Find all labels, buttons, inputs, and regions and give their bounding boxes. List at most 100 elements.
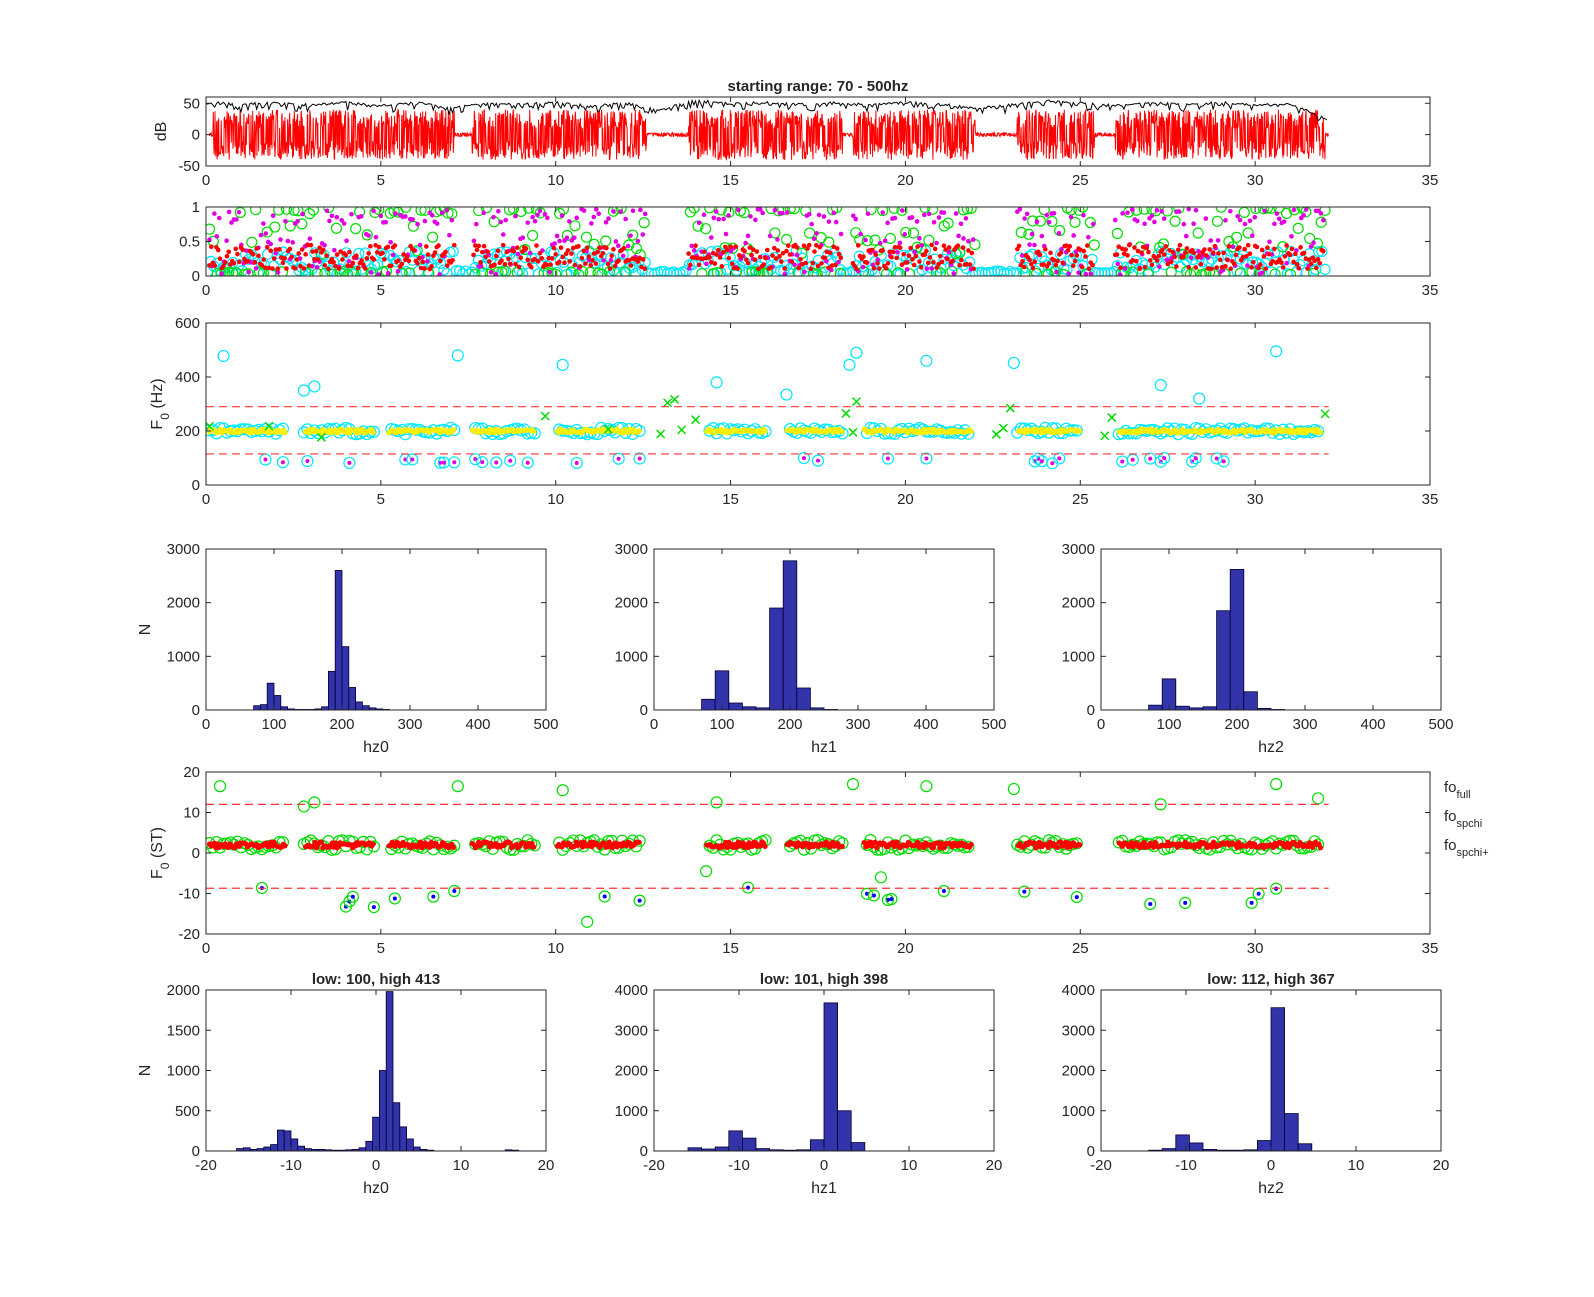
voicing-red-mark [817,244,823,250]
voicing-green-mark [1046,215,1058,228]
voicing-green-mark [1304,232,1316,245]
y-label-base: F [149,869,166,879]
voicing-cyan-mark [589,257,601,269]
voicing-red-mark [696,262,702,268]
voicing-green-mark [957,207,970,216]
voicing-red-mark [1029,261,1034,267]
f0-low-candidate-mark [1186,455,1199,468]
voicing-magenta-mark [559,213,565,218]
voicing-magenta-mark [224,238,229,243]
f0-low-dot-mark [637,898,642,903]
voicing-red-mark [1027,257,1032,263]
voicing-magenta-mark [767,233,773,239]
voicing-magenta-mark [542,211,548,217]
voicing-red-mark [609,253,614,259]
voicing-red-mark [819,261,824,266]
voicing-magenta-mark [434,221,440,226]
voicing-red-mark [560,254,566,260]
histogram-bar [378,1070,387,1151]
voicing-green-mark [365,267,377,276]
voicing-magenta-mark [444,207,450,213]
voicing-magenta-mark [880,210,885,215]
voicing-magenta-mark [295,218,300,224]
f0-track-mark [839,843,845,849]
f0-low-dot-mark [350,894,355,899]
x-tick-label: 25 [1072,172,1089,189]
voicing-magenta-mark [1237,217,1243,223]
voicing-red-mark [745,260,751,266]
voicing-red-mark [1231,261,1237,267]
voicing-red-mark [277,247,282,252]
voicing-red-mark [1163,244,1169,249]
voicing-red-mark [731,265,737,271]
voicing-red-mark [890,249,896,255]
voicing-green-mark [527,229,539,242]
voicing-cyan-mark [400,266,412,276]
x-tick-label: 30 [1247,491,1264,508]
voicing-magenta-mark [371,208,376,214]
voicing-red-mark [445,263,450,268]
voicing-magenta-mark [748,214,753,219]
f0-low-candidate-mark [633,452,646,465]
x-tick-label: 200 [329,716,354,733]
voicing-red-mark [1086,266,1092,272]
voicing-red-mark [710,250,716,256]
voicing-red-mark [910,257,915,262]
voicing-red-mark [749,252,754,258]
f0-x-mark [264,421,274,431]
voicing-red-mark [1287,252,1293,258]
voicing-magenta-mark [1284,260,1289,266]
voicing-red-mark [499,258,504,263]
voicing-magenta-mark [520,235,526,241]
voicing-red-mark [343,252,349,258]
voicing-magenta-mark [339,217,344,223]
voicing-green-mark [1111,227,1123,240]
voicing-magenta-mark [1276,216,1282,222]
voicing-green-mark [1069,216,1081,228]
voicing-green-mark [884,232,896,245]
voicing-red-mark [312,256,317,262]
voicing-magenta-mark [1252,214,1258,220]
voicing-red-mark [929,242,934,248]
voicing-red-mark [1144,245,1150,251]
voicing-red-mark [376,244,382,250]
voicing-magenta-mark [934,240,939,246]
voicing-magenta-mark [863,237,868,243]
voicing-magenta-mark [1068,214,1074,220]
voicing-magenta-mark [618,209,624,214]
x-tick-label: 15 [722,282,739,299]
voicing-red-mark [418,265,424,271]
voicing-magenta-mark [1088,271,1094,276]
voicing-green-mark [592,267,604,276]
voicing-red-mark [693,243,698,248]
voicing-red-mark [735,266,740,271]
voicing-red-mark [289,254,294,260]
voicing-green-mark [638,217,650,229]
voicing-red-mark [310,249,315,254]
voicing-red-mark [231,260,237,266]
voicing-green-mark [711,267,723,276]
voicing-green-mark [292,207,304,217]
voicing-red-mark [626,258,632,263]
voicing-red-mark [1303,256,1309,262]
voicing-red-mark [864,260,870,266]
voicing-green-mark [811,268,823,276]
voicing-red-mark [803,260,809,266]
y-tick-label: 10 [183,805,200,822]
plot-area-hist_st1 [687,1002,866,1151]
voicing-red-mark [1174,264,1179,269]
voicing-magenta-mark [611,209,616,214]
voicing-green-mark [1288,207,1300,216]
voicing-green-mark [1138,207,1150,215]
f0-low-candidate-mark [797,451,811,465]
voicing-red-mark [233,246,239,252]
voicing-magenta-mark [547,269,553,275]
voicing-magenta-mark [327,218,332,224]
f0-low-dot-mark [1221,459,1226,464]
voicing-magenta-mark [743,240,748,246]
voicing-red-mark [294,257,300,262]
voicing-red-mark [908,245,913,251]
voicing-magenta-mark [1242,221,1248,227]
voicing-magenta-mark [437,272,442,276]
voicing-red-mark [1055,258,1060,264]
